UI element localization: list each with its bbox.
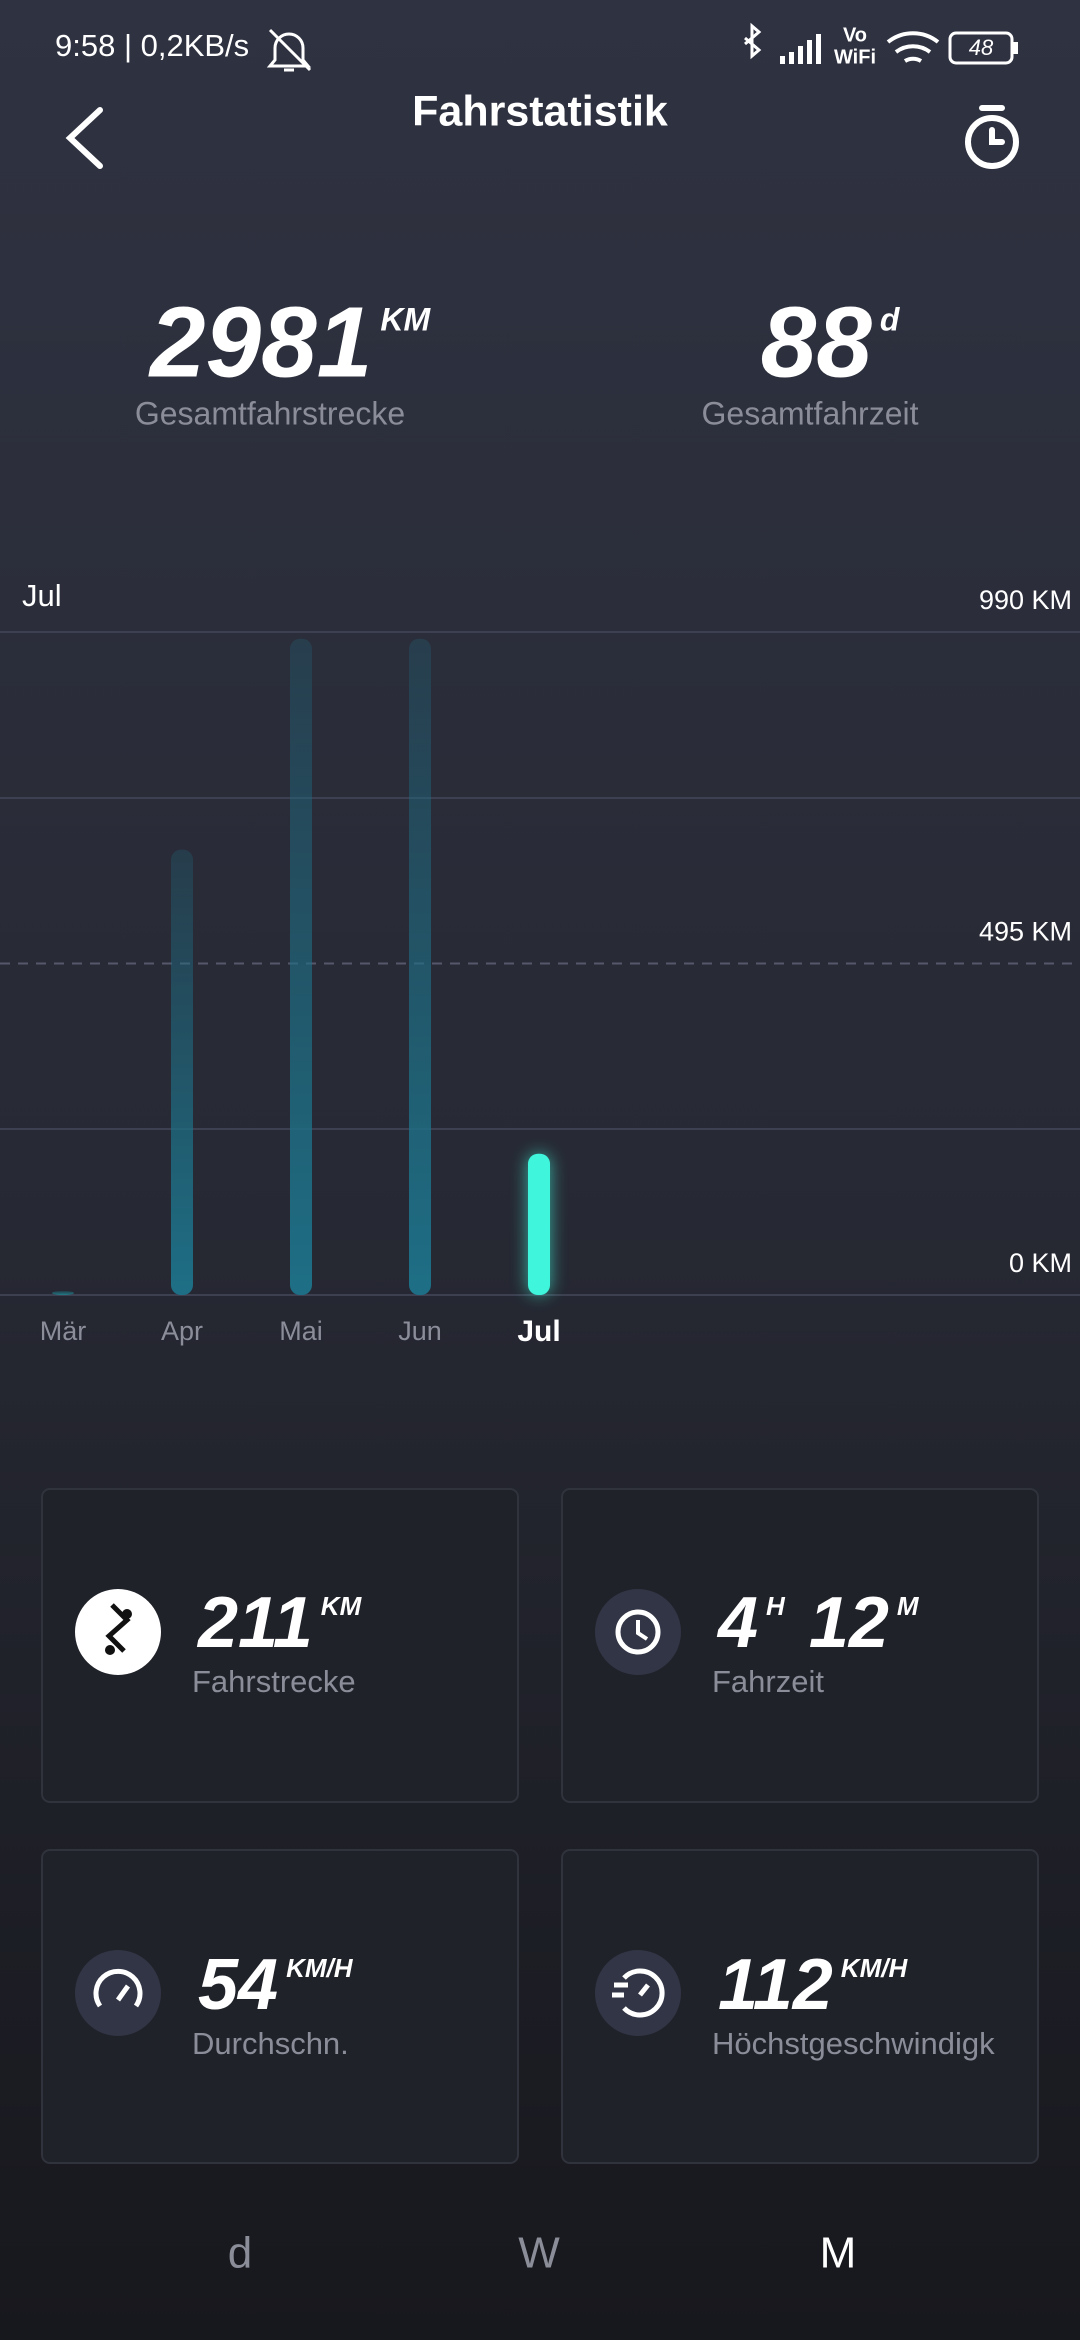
wifi-label: WiFi bbox=[834, 46, 876, 68]
card-unit: M bbox=[897, 1591, 920, 1621]
x-tick-label: Jun bbox=[398, 1316, 442, 1346]
card-label: Durchschn. bbox=[192, 2026, 349, 2061]
wifi-icon bbox=[886, 31, 940, 63]
x-tick-label: Jul bbox=[517, 1315, 560, 1348]
card-icons bbox=[75, 1589, 681, 2036]
y-tick-label: 990 KM bbox=[979, 585, 1072, 615]
card-value: 112 bbox=[718, 1945, 833, 2025]
y-tick-label: 495 KM bbox=[979, 917, 1072, 947]
y-tick-label: 0 KM bbox=[1009, 1248, 1072, 1278]
card-label: Fahrzeit bbox=[712, 1664, 824, 1699]
x-tick-label: Mai bbox=[279, 1316, 323, 1346]
tab[interactable]: M bbox=[820, 2229, 857, 2278]
page-title: Fahrstatistik bbox=[412, 87, 668, 135]
timer-button[interactable] bbox=[965, 105, 1019, 169]
status-icons bbox=[266, 22, 762, 72]
card-value: 12 bbox=[809, 1583, 889, 1663]
x-tick-label: Mär bbox=[40, 1316, 87, 1346]
card-unit: KM/H bbox=[841, 1953, 909, 1983]
card-value: 211 bbox=[196, 1583, 313, 1663]
card-value: 4 bbox=[716, 1583, 758, 1663]
card-label: Höchstgeschwindigk bbox=[712, 2026, 995, 2061]
bar bbox=[528, 1153, 550, 1295]
summary-value: 2981 bbox=[148, 286, 372, 398]
card-value: 54 bbox=[198, 1945, 278, 2025]
card-unit: KM bbox=[321, 1591, 363, 1621]
cards bbox=[41, 1488, 1039, 2164]
bar bbox=[409, 638, 431, 1295]
bar bbox=[171, 849, 193, 1295]
period-label: Jul bbox=[22, 578, 62, 613]
tab[interactable]: d bbox=[228, 2229, 252, 2278]
tab[interactable]: W bbox=[518, 2229, 560, 2278]
signal-icon bbox=[780, 34, 821, 64]
summary-label: Gesamtfahrstrecke bbox=[135, 395, 405, 431]
back-button[interactable] bbox=[65, 107, 103, 169]
card-unit: KM/H bbox=[286, 1953, 354, 1983]
bar bbox=[52, 1290, 74, 1295]
battery-level: 48 bbox=[969, 35, 994, 60]
volte-label: Vo bbox=[843, 24, 867, 46]
status-time: 9:58 | 0,2KB/s bbox=[55, 28, 249, 63]
x-tick-label: Apr bbox=[161, 1316, 203, 1346]
card-label: Fahrstrecke bbox=[192, 1664, 356, 1699]
card-unit: H bbox=[766, 1591, 786, 1621]
battery-tip bbox=[1013, 42, 1018, 54]
summary-label: Gesamtfahrzeit bbox=[702, 395, 919, 431]
bar bbox=[290, 638, 312, 1295]
battery-icon bbox=[948, 31, 1014, 65]
summary-unit: d bbox=[880, 301, 901, 337]
summary-unit: KM bbox=[380, 301, 431, 337]
summary-value: 88 bbox=[761, 286, 873, 398]
